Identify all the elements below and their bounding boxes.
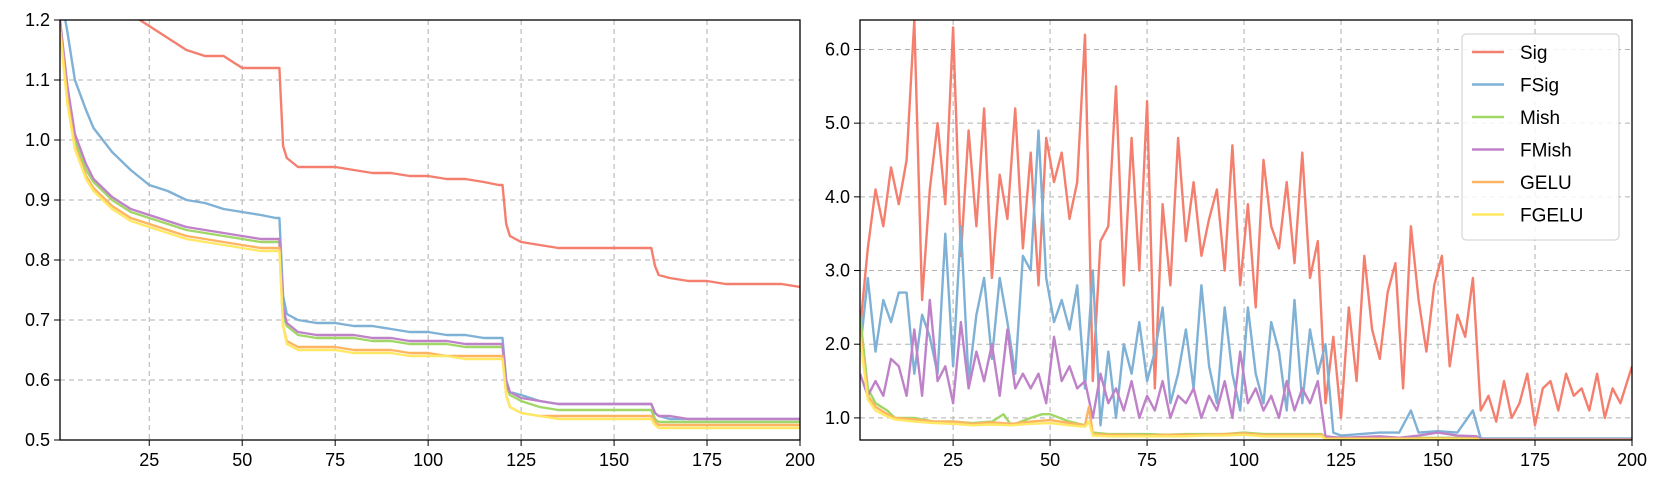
series-group [860,20,1632,440]
legend-label-fgelu: FGELU [1520,206,1583,227]
x-tick-label: 175 [1520,450,1550,470]
y-tick-label: 6.0 [825,39,850,59]
x-tick-label: 50 [232,450,252,470]
left-plot: 25 50 75 100 125 150 175 200 0.5 0.6 0.7 0.8 0.9 1.0 1… [25,10,815,470]
y-tick-label: 1.0 [825,408,850,428]
x-tick-label: 100 [413,450,443,470]
legend-label-mish: Mish [1520,108,1560,129]
y-tick-label: 4.0 [825,187,850,207]
y-tick-label: 0.9 [25,190,50,210]
plot-frame [859,19,1633,441]
series-line-fgelu [60,31,800,430]
legend-label-sig: Sig [1520,43,1547,64]
y-tick-label: 3.0 [825,261,850,281]
x-tick-label: 100 [1229,450,1259,470]
x-tick-label: 50 [1040,450,1060,470]
series-line-fgelu [860,336,1632,440]
x-tick-label: 25 [943,450,963,470]
y-tick-label: 2.0 [825,334,850,354]
y-tick-label: 5.0 [825,113,850,133]
x-tick-label: 75 [1137,450,1157,470]
series-line-fsig [860,129,1632,440]
y-tick-label: 0.5 [25,430,50,450]
y-tick-label: 0.8 [25,250,50,270]
y-tick-label: 1.0 [25,130,50,150]
x-tick-label: 125 [506,450,536,470]
x-tick-label: 75 [325,450,345,470]
series-line-sig [137,20,800,289]
series-group [60,20,800,430]
x-tick-label: 200 [785,450,815,470]
legend: Sig FSig Mish FMish GELU FGELU [1461,33,1620,241]
x-tick-label: 150 [599,450,629,470]
series-line-gelu [60,25,800,427]
y-tick-label: 1.1 [25,70,50,90]
series-line-gelu [860,329,1632,440]
series-line-sig [860,20,1632,427]
x-tick-label: 200 [1617,450,1647,470]
x-tick-label: 150 [1423,450,1453,470]
y-tick-label: 1.2 [25,10,50,30]
legend-label-fsig: FSig [1520,76,1559,97]
x-tick-label: 25 [139,450,159,470]
x-tick-label: 125 [1326,450,1356,470]
series-line-mish [60,20,800,424]
plot-frame [59,19,801,441]
y-tick-label: 0.7 [25,310,50,330]
x-tick-label: 175 [692,450,722,470]
series-line-fmish [60,20,800,421]
legend-label-gelu: GELU [1520,173,1572,194]
right-plot: 25 50 75 100 125 150 175 200 1.0 2.0 3.0 4.0 5.0 6.0 S… [825,19,1647,470]
legend-label-fmish: FMish [1520,141,1572,162]
y-tick-label: 0.6 [25,370,50,390]
